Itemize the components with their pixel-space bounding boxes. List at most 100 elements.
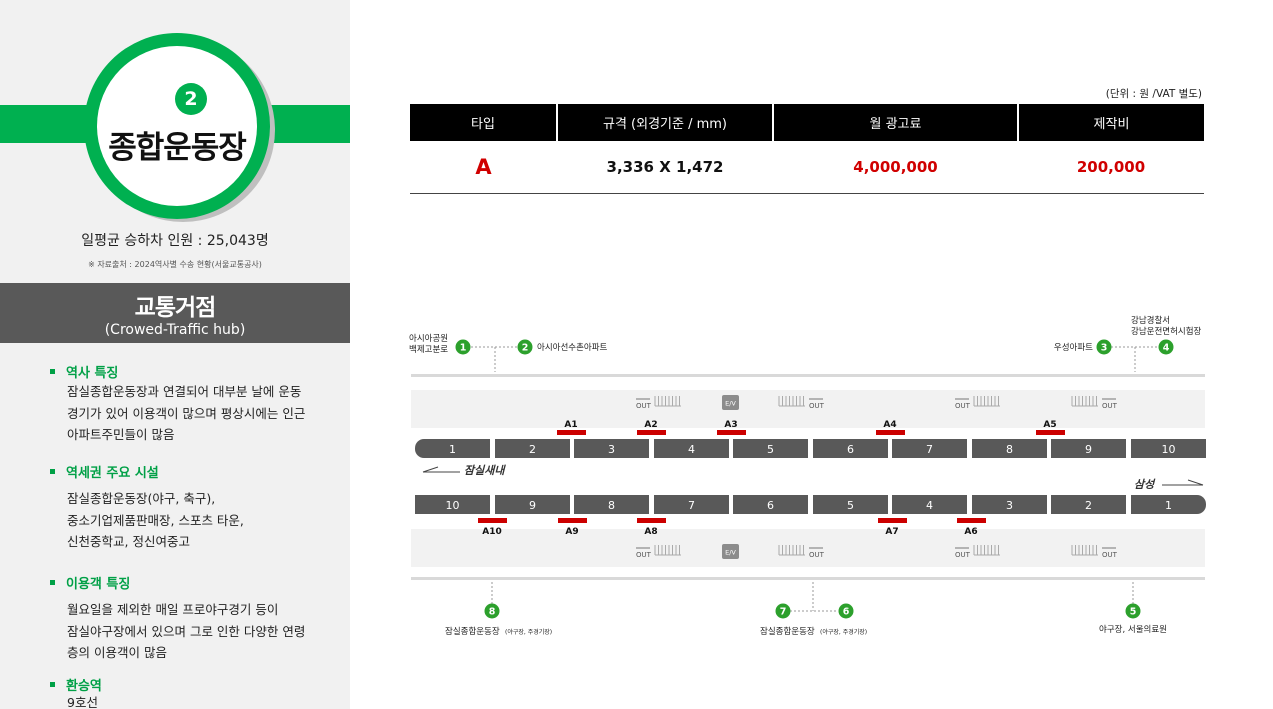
bottom-car-number: 5 [847,499,854,512]
ad-position-marker [558,518,587,523]
out-label: OUT [1102,402,1118,410]
exit-number-icon [838,603,854,619]
exit-number: 3 [1101,343,1108,354]
top-car-number: 6 [847,443,854,456]
exit-number: 6 [843,607,850,618]
exit-label: 잠실종합운동장 [445,626,500,637]
top-car [1051,439,1126,458]
station-name: 종합운동장 [108,130,247,166]
top-car [733,439,808,458]
feature-line: 9호선 [67,695,98,709]
direction-label-right: 삼성 [1134,478,1156,491]
top-car [813,439,888,458]
ad-position-label: A8 [644,527,657,537]
bullet-icon [50,369,55,374]
ad-position-label: A6 [964,527,977,537]
top-car-body [455,439,490,458]
bottom-car [892,495,967,514]
ad-position-marker [717,430,746,435]
exit-number: 5 [1130,607,1137,618]
top-car [654,439,729,458]
top-car-number: 8 [1006,443,1013,456]
top-car [1131,439,1206,458]
exit-number: 7 [780,607,787,618]
bottom-car-number: 10 [446,499,460,512]
top-car-number: 7 [926,443,933,456]
feature-line: 중소기업제품판매장, 스포츠 타운, [67,512,244,528]
cell-type: A [410,141,557,194]
feature-heading: 환승역 [66,679,102,694]
price-table: 타입 규격 (외경기준 / mm) 월 광고료 제작비 A 3,336 X 1,… [410,104,1204,194]
out-label: OUT [809,551,825,559]
elevator-icon [722,544,739,559]
cell-monthly-fee: 4,000,000 [773,141,1018,194]
direction-arrow-left-head [422,466,439,473]
direction-arrow-right-head [1187,479,1204,486]
top-car [972,439,1047,458]
ad-position-marker [637,518,666,523]
top-car-number: 10 [1162,443,1176,456]
feature-line: 아파트주민들이 많음 [67,427,175,442]
top-car-number: 5 [767,443,774,456]
top-car [495,439,570,458]
top-car [574,439,649,458]
ad-position-marker [876,430,905,435]
bottom-car [654,495,729,514]
feature-line: 층의 이용객이 많음 [67,645,167,660]
bottom-car-number: 6 [767,499,774,512]
ad-position-marker [478,518,507,523]
bottom-car-number: 1 [1165,499,1172,512]
feature-history: 역사 특징 잠실종합운동장과 연결되어 대부분 날에 운동 경기가 있어 이용객… [50,362,330,446]
bottom-car [972,495,1047,514]
feature-line: 잠실종합운동장과 연결되어 대부분 날에 운동 [67,384,302,399]
exit-number: 2 [522,343,529,354]
platform-area-bottom [411,529,1205,567]
exit-number-icon [455,339,471,355]
exit-number: 4 [1163,343,1170,354]
exit-label: 아시아선수촌아파트 [537,342,608,353]
daily-ridership: 일평균 승하차 인원 : 25,043명 [81,233,269,249]
out-label: OUT [1102,551,1118,559]
ad-position-label: A2 [644,420,657,430]
feature-line: 신천중학교, 정신여중고 [67,534,190,549]
elevator-icon [722,395,739,410]
feature-facilities: 역세권 주요 시설 잠실종합운동장(야구, 축구), 중소기업제품판매장, 스포… [50,462,330,553]
out-label: OUT [955,551,971,559]
bottom-car [415,495,490,514]
feature-heading: 역세권 주요 시설 [66,466,159,481]
ad-position-label: A4 [883,420,896,430]
feature-line: 월요일을 제외한 매일 프로야구경기 등이 [67,602,279,617]
ad-position-marker [878,518,907,523]
exit-label: 아시아공원 [409,333,448,344]
bottom-car-number: 8 [608,499,615,512]
exit-label: 잠실종합운동장 [760,626,815,637]
ad-position-marker [557,430,586,435]
hub-subtitle: (Crowed-Traffic hub) [104,322,246,338]
hub-header: 교통거점 (Crowed-Traffic hub) [0,283,350,343]
table-row: A 3,336 X 1,472 4,000,000 200,000 [410,141,1204,194]
cell-production-cost: 200,000 [1018,141,1204,194]
exit-number-icon [1125,603,1141,619]
ad-position-marker [637,430,666,435]
top-car-number: 3 [608,443,615,456]
table-header-row: 타입 규격 (외경기준 / mm) 월 광고료 제작비 [410,104,1204,141]
out-label: OUT [636,402,652,410]
exit-number-icon [1158,339,1174,355]
bottom-car [733,495,808,514]
exit-label: 강남경찰서 [1131,315,1170,326]
bottom-car-number: 7 [688,499,695,512]
bottom-car-body [1131,495,1166,514]
feature-line: 잠실종합운동장(야구, 축구), [67,491,216,506]
bottom-car [1051,495,1126,514]
bullet-icon [50,682,55,687]
exit-label: 백제고분로 [409,344,448,355]
feature-line: 경기가 있어 이용객이 많으며 평상시에는 인근 [67,405,306,421]
bottom-car-number: 4 [926,499,933,512]
exit-label: 야구장, 서울의료원 [1099,624,1167,635]
exit-number: 8 [489,607,496,618]
hub-title: 교통거점 [134,295,217,321]
ad-position-label: A5 [1043,420,1056,430]
exit-number: 1 [460,343,467,354]
out-label: OUT [955,402,971,410]
